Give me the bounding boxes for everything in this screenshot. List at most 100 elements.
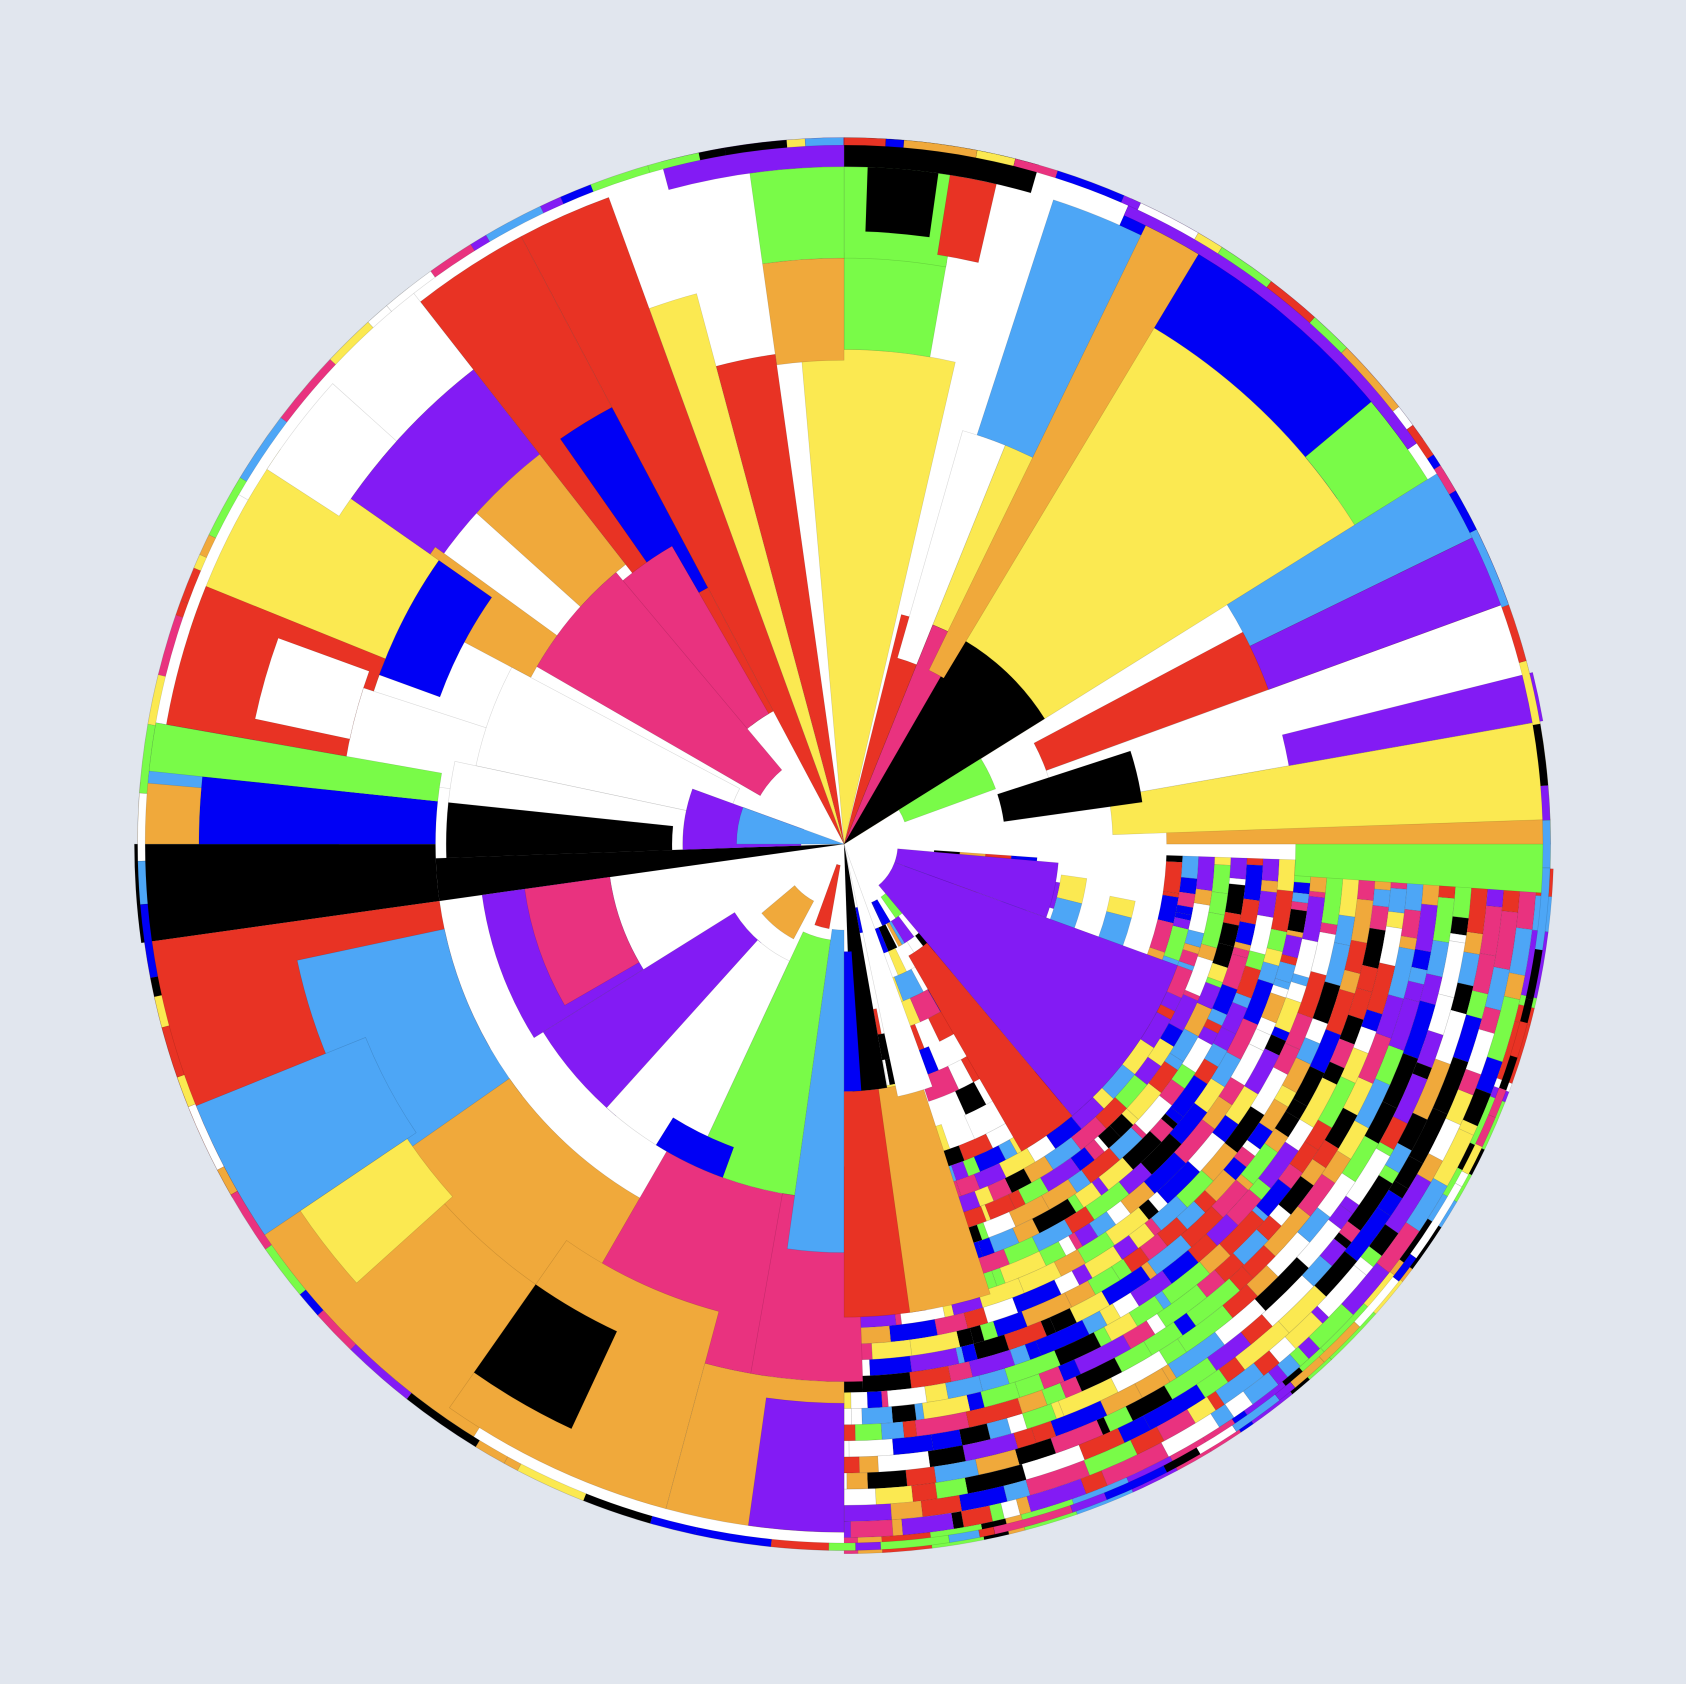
wedge-blue <box>1222 1156 1247 1181</box>
wedge-lightblue <box>944 1375 984 1400</box>
wedge-purple <box>1243 1048 1280 1095</box>
wedge-black <box>1321 1061 1345 1086</box>
wedge-pink <box>909 989 941 1023</box>
wedge-yellow <box>1461 1143 1483 1175</box>
wedge-purple <box>1130 1270 1173 1307</box>
wedge-black <box>950 1510 965 1530</box>
wedge-orange <box>1258 1098 1289 1133</box>
wedge-black <box>1532 723 1549 787</box>
wedge-green <box>1087 1266 1121 1296</box>
wedge-white <box>1353 1276 1400 1328</box>
wedge-black <box>724 139 788 156</box>
wedge-orange <box>1183 1002 1213 1037</box>
wedge-white <box>1284 1118 1314 1152</box>
wedge-pink <box>1068 1232 1084 1251</box>
wedge-red <box>1218 1210 1265 1257</box>
wedge-lightblue <box>1146 1234 1192 1276</box>
wedge-orange <box>1053 1249 1086 1277</box>
wedge-green <box>1003 1236 1040 1265</box>
wedge-pink <box>1211 1179 1249 1219</box>
wedge-black <box>1163 1447 1201 1473</box>
wedge-white <box>1379 925 1403 967</box>
wedge-black <box>1096 1416 1111 1436</box>
wedge-white <box>850 1391 868 1409</box>
wedge-red <box>1289 1141 1319 1174</box>
wedge-purple <box>1301 895 1326 943</box>
wedge-red <box>1007 1189 1026 1210</box>
wedge-pink <box>1182 989 1201 1002</box>
wedge-white <box>886 1386 928 1408</box>
wedge-white <box>1465 1028 1495 1076</box>
wedge-lightblue <box>1067 1169 1092 1194</box>
wedge-lightblue <box>1180 855 1200 880</box>
wedge-pink <box>880 1390 889 1408</box>
wedge-red <box>1162 861 1183 895</box>
wedge-black <box>954 1081 987 1116</box>
wedge-lightblue <box>1081 1310 1108 1335</box>
wedge-lightblue <box>239 417 288 482</box>
wedge-yellow <box>147 674 166 726</box>
wedge-purple <box>843 1521 852 1538</box>
wedge-orange <box>1260 992 1287 1024</box>
wedge-yellow <box>1126 1082 1162 1121</box>
wedge-lightblue <box>1290 973 1310 987</box>
wedge-orange <box>1134 1367 1171 1399</box>
wedge-red <box>937 174 997 263</box>
wedge-orange <box>1300 1158 1327 1187</box>
wedge-lightblue <box>1044 1136 1082 1171</box>
wedge-blue <box>1376 1189 1403 1217</box>
wedge-yellow <box>1050 1400 1065 1420</box>
wedge-blue <box>843 951 862 1092</box>
wedge-red <box>1003 1320 1048 1351</box>
wedge-green <box>1208 891 1229 916</box>
wedge-yellow <box>1099 1303 1121 1326</box>
wedge-blue <box>1360 1009 1383 1033</box>
wedge-orange <box>1201 1095 1233 1130</box>
wedge-lightblue <box>804 137 844 147</box>
wedge-red <box>1080 1147 1121 1184</box>
wedge-orange <box>846 1472 869 1490</box>
wedge-black <box>1364 1100 1398 1145</box>
wedge-blue <box>1057 1359 1082 1382</box>
wedge-purple <box>1392 1073 1428 1125</box>
wedge-blue <box>560 184 594 205</box>
wedge-red <box>1297 970 1327 1019</box>
wedge-white <box>1352 1026 1377 1054</box>
wedge-white <box>1196 1424 1237 1455</box>
wedge-blue <box>1070 1146 1096 1172</box>
wedge-green <box>590 165 651 193</box>
wedge-purple <box>1134 1056 1162 1086</box>
wedge-green <box>1103 1406 1134 1433</box>
wedge-purple <box>539 196 564 214</box>
wedge-red <box>965 1397 1023 1428</box>
wedge-lightblue <box>914 1402 925 1421</box>
wedge-black <box>1388 1180 1409 1199</box>
wedge-lightblue <box>1387 887 1408 914</box>
wedge-green <box>1196 1368 1229 1399</box>
wedge-pink <box>536 571 783 797</box>
wedge-blue <box>1211 983 1238 1016</box>
wedge-lightblue <box>1232 1229 1269 1266</box>
wedge-lightblue <box>1274 961 1297 984</box>
wedge-lightblue <box>1210 1051 1242 1088</box>
wedge-lightblue <box>1207 1007 1228 1027</box>
wedge-white <box>1248 1028 1272 1052</box>
wedge-red <box>1222 911 1242 927</box>
wedge-pink <box>1290 900 1309 912</box>
wedge-lightblue <box>1354 1078 1391 1129</box>
wedge-black <box>1368 1223 1399 1257</box>
wedge-yellow <box>1277 1285 1327 1334</box>
wedge-black <box>1224 1105 1265 1154</box>
wedge-white <box>843 1408 852 1426</box>
wedge-green <box>1038 1241 1067 1267</box>
wedge-red <box>770 1538 830 1551</box>
wedge-orange <box>1120 1181 1156 1215</box>
wedge-white <box>1228 877 1247 886</box>
wedge-black <box>1312 981 1341 1025</box>
wedge-white <box>1214 1298 1267 1346</box>
wedge-black <box>1097 1125 1122 1149</box>
wedge-black <box>865 166 939 238</box>
wedge-green <box>1245 950 1266 971</box>
wedge-red <box>1235 965 1262 999</box>
wedge-blue <box>1012 1279 1062 1314</box>
